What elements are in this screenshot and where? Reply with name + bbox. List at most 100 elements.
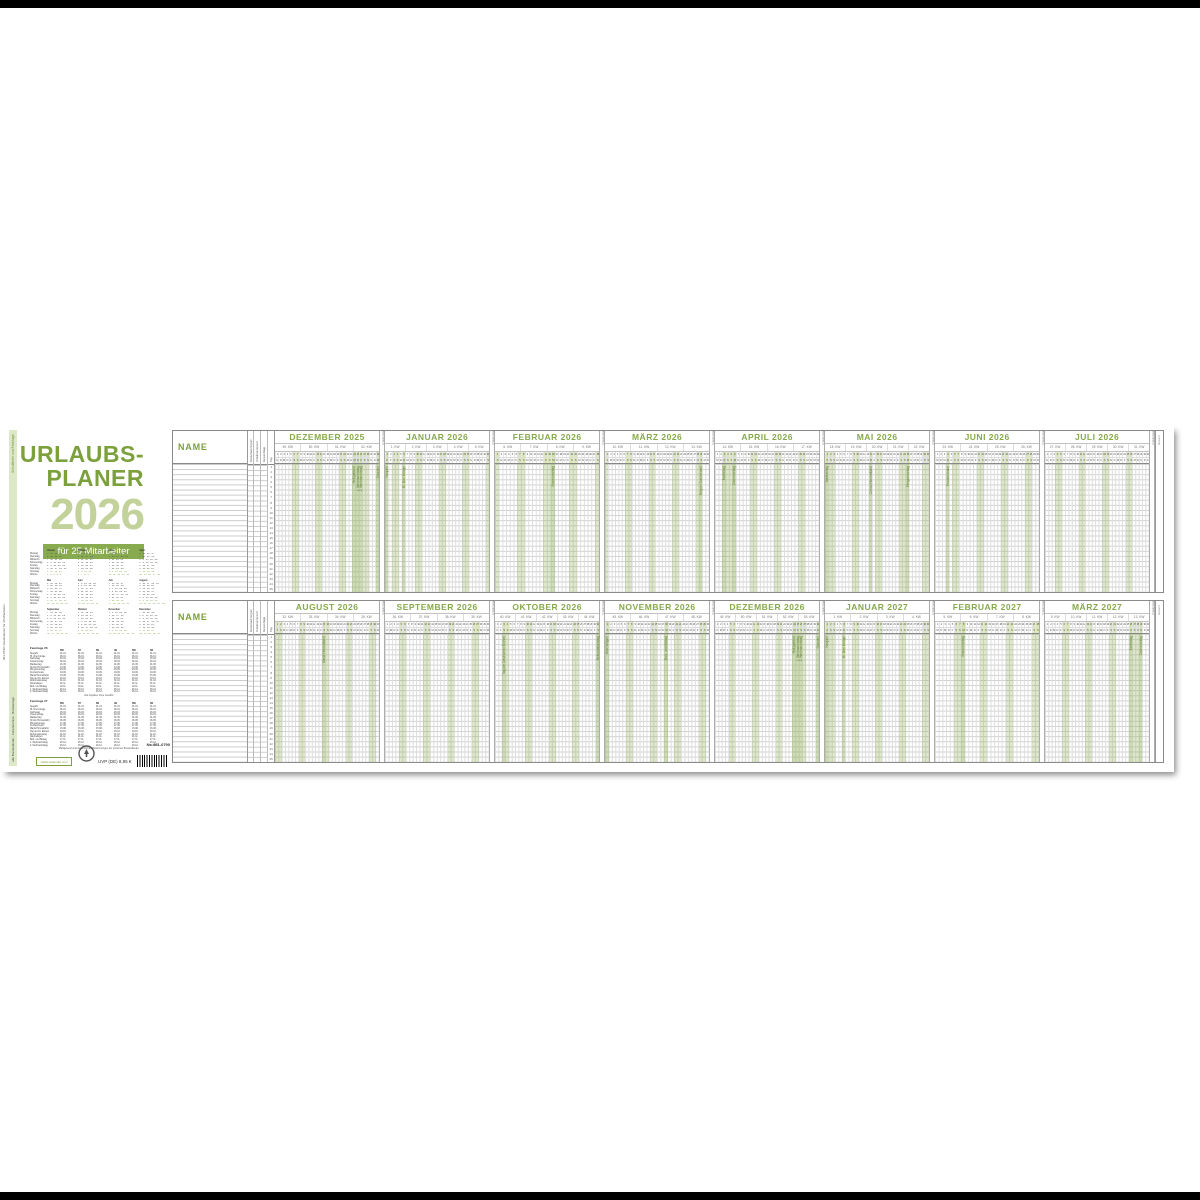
- kw-label: 49. KW: [719, 615, 731, 619]
- holiday-date: 26.12.: [78, 691, 85, 694]
- holiday-date: 17.11.: [60, 739, 67, 742]
- month-separator-column: Urlaubstage: [1149, 600, 1156, 762]
- weekday-letter: S: [728, 628, 732, 633]
- day-number: 2: [498, 622, 502, 627]
- day-number: 20: [888, 452, 893, 457]
- weekday-letter: F: [919, 628, 922, 633]
- day-number: 14: [648, 452, 653, 457]
- months-area: DEZEMBER 2025 49. KW 50. KW 51. KW 52. KW 1 2 3…: [275, 430, 1156, 592]
- weekend-column: [1035, 634, 1040, 762]
- holiday-date: 03.10.: [78, 677, 85, 680]
- weekday-letter: D: [635, 458, 639, 463]
- name-column: NAME: [173, 601, 248, 762]
- day-number: 28: [808, 452, 813, 457]
- day-number: 21: [892, 622, 896, 627]
- day-number: 4: [615, 622, 619, 627]
- row-number: 3: [270, 475, 273, 480]
- weekday-letter: D: [472, 458, 476, 463]
- weekend-column: [653, 634, 658, 762]
- side-column: Gesamttage: [261, 431, 269, 592]
- holiday-date: 06.04.: [150, 661, 157, 663]
- row-numbers: 1 2 3 4 5 6 7 8 9 10 11 12 13 14 15 16 17 18 19 20 21 22 23 24 2…: [268, 465, 274, 592]
- weekday-letter: M: [705, 628, 709, 633]
- side-column-label: Urlaubsanspruch: [255, 610, 260, 632]
- day-number: 21: [569, 452, 574, 457]
- holiday-date: 01.11.: [96, 736, 103, 739]
- weekend-column: [774, 464, 778, 592]
- day-number: 19: [445, 452, 449, 457]
- weekday-letter: S: [573, 458, 577, 463]
- day-number: 29: [919, 452, 923, 457]
- weekday-letter: D: [689, 458, 692, 463]
- weekday-letter: F: [444, 628, 447, 633]
- weekday-letter: F: [468, 628, 472, 633]
- day-number: 29: [919, 622, 923, 627]
- day-number: 25: [1024, 622, 1028, 627]
- holiday-table-title: Feiertage 27: [30, 699, 48, 704]
- weekday-letter: F: [825, 458, 829, 463]
- mini-row-values: 4 11 18 25: [108, 558, 124, 561]
- kw-label: 3. KW: [426, 444, 447, 451]
- day-number: 30: [1142, 452, 1146, 457]
- holiday-column: Heiligabend: [792, 634, 796, 762]
- day-number: 1: [715, 452, 718, 457]
- weekday-letter: S: [828, 458, 832, 463]
- weekday-letter: D: [409, 628, 413, 633]
- kw-row: 40. KW 41. KW 42. KW 43. KW 44. KW: [495, 614, 600, 622]
- day-number: 30: [702, 452, 706, 457]
- month-block: APRIL 2026 14. KW 15. KW 16. KW 17. KW 1 2 3 4 5 6…: [715, 431, 820, 592]
- day-number: 20: [1001, 452, 1005, 457]
- weekend-column: [548, 634, 553, 762]
- day-number: 26: [359, 622, 363, 627]
- day-number-row: 1 2 3 4 5 6 7 8 9 10 11 12 13 14 15 16 17 18 19 20 21 22 23 24 2…: [935, 452, 1040, 458]
- weekday-letter: D: [558, 628, 562, 633]
- day-number: 20: [668, 452, 673, 457]
- day-number: 24: [792, 622, 796, 627]
- holiday-date: 01.11.: [60, 736, 67, 739]
- mini-row-values: 3 10 17 24 31: [47, 600, 67, 603]
- mini-row-values: 4 11 18 25: [139, 585, 154, 588]
- weekday-letter: D: [915, 628, 919, 633]
- holiday-date: 15.08.: [78, 728, 85, 731]
- month-grid: Heiligabend 1. Weihnachtstag 2. Weihnachts…: [275, 464, 380, 592]
- weekday-letter: S: [1035, 628, 1040, 633]
- kw-label: 30. KW: [1107, 444, 1128, 451]
- holiday-date: 26.12.: [96, 691, 103, 694]
- holiday-date: 06.05.: [60, 719, 67, 722]
- weekday-letter: S: [295, 458, 299, 463]
- weekday-letter: M: [763, 458, 767, 463]
- holiday-date: 04.06.: [132, 672, 139, 674]
- weekday-letter: S: [976, 458, 981, 463]
- holiday-date: 15.08.: [114, 674, 121, 677]
- mini-row-values: 3 10 17 24 31: [139, 582, 159, 585]
- day-number-row: 1 2 3 4 5 6 7 8 9 10 11 12 13 14 15 16 17 18 19 20 21 22 23 24 2…: [605, 452, 710, 458]
- mini-row-values: 49 50 51 52 53: [139, 632, 161, 635]
- day-number: 12: [535, 452, 540, 457]
- weekday-letter: S: [1031, 628, 1036, 633]
- kw-row: 1. KW 2. KW 3. KW 4. KW: [825, 614, 930, 622]
- day-number: 24: [1020, 622, 1025, 627]
- day-number: 13: [756, 452, 761, 457]
- day-number: 22: [573, 452, 577, 457]
- mini-row-values: 44 45 46 47 48 49: [108, 632, 134, 635]
- total-column-label: Gesamt: [1157, 435, 1162, 445]
- weekend-column: [695, 464, 700, 592]
- day-number: 18: [664, 622, 668, 627]
- day-number: 14: [1088, 452, 1093, 457]
- day-number: 14: [318, 452, 323, 457]
- weekday-letter: D: [455, 458, 459, 463]
- day-number: 21: [784, 452, 788, 457]
- mini-row-values: 3 10 17 24: [108, 615, 124, 618]
- holiday-label: Buß- und Bettag: [664, 636, 669, 661]
- weekday-letter: S: [778, 628, 783, 633]
- day-number: 16: [875, 452, 879, 457]
- day-number: 11: [748, 622, 752, 627]
- weekend-column: [777, 464, 781, 592]
- mini-row-values: 3 10 17 24: [47, 620, 62, 623]
- month-separator-column: Urlaubstage: [379, 600, 386, 762]
- holiday-date: 17.05.: [60, 722, 67, 725]
- day-number: 24: [352, 452, 356, 457]
- weekend-column: [399, 634, 403, 762]
- day-number-row: 1 2 3 4 5 6 7 8 9 10 11 12 13 14 15 16 17 18 19 20 21 22 23 24 2…: [715, 622, 820, 628]
- weekend-column: [528, 634, 533, 762]
